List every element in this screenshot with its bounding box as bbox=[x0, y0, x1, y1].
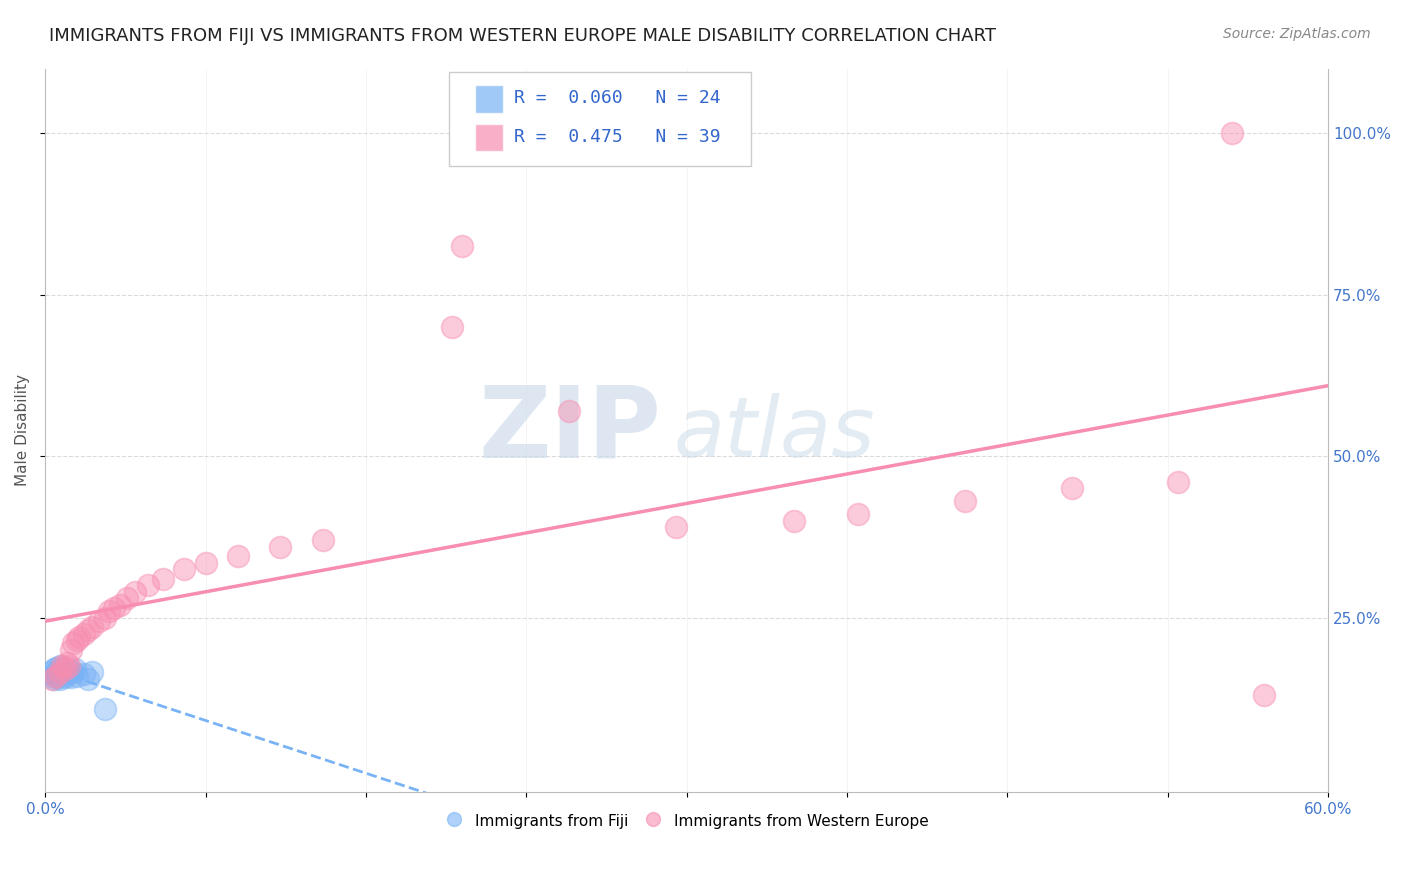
Point bbox=[45, 670, 67, 684]
Point bbox=[41, 669, 63, 683]
Point bbox=[38, 665, 60, 680]
Point bbox=[42, 672, 65, 686]
Point bbox=[312, 533, 335, 547]
Point bbox=[55, 667, 77, 681]
Point bbox=[108, 598, 131, 612]
Text: R =  0.475   N = 39: R = 0.475 N = 39 bbox=[513, 128, 720, 145]
Point bbox=[98, 604, 121, 618]
Point bbox=[49, 659, 72, 673]
Point bbox=[58, 659, 80, 673]
Point bbox=[53, 662, 76, 676]
Point bbox=[451, 239, 474, 253]
Point bbox=[53, 661, 76, 675]
Point bbox=[45, 661, 67, 675]
Point bbox=[226, 549, 249, 564]
FancyBboxPatch shape bbox=[450, 72, 751, 166]
Point bbox=[66, 669, 89, 683]
FancyBboxPatch shape bbox=[475, 123, 503, 151]
Point bbox=[846, 507, 869, 521]
Text: IMMIGRANTS FROM FIJI VS IMMIGRANTS FROM WESTERN EUROPE MALE DISABILITY CORRELATI: IMMIGRANTS FROM FIJI VS IMMIGRANTS FROM … bbox=[49, 27, 997, 45]
Point bbox=[59, 670, 82, 684]
Point bbox=[173, 562, 195, 576]
Point bbox=[1220, 126, 1243, 140]
Point bbox=[45, 669, 67, 683]
Point bbox=[94, 610, 117, 624]
Text: Source: ZipAtlas.com: Source: ZipAtlas.com bbox=[1223, 27, 1371, 41]
Point bbox=[1060, 482, 1083, 496]
FancyBboxPatch shape bbox=[475, 86, 503, 112]
Point bbox=[66, 633, 89, 648]
Point bbox=[51, 665, 73, 680]
Point bbox=[440, 319, 463, 334]
Point bbox=[49, 672, 72, 686]
Text: atlas: atlas bbox=[673, 393, 876, 475]
Point bbox=[69, 630, 91, 644]
Point bbox=[87, 614, 110, 628]
Point bbox=[59, 643, 82, 657]
Legend: Immigrants from Fiji, Immigrants from Western Europe: Immigrants from Fiji, Immigrants from We… bbox=[439, 806, 935, 835]
Point bbox=[73, 667, 96, 681]
Point bbox=[1167, 475, 1189, 489]
Point bbox=[53, 670, 76, 684]
Point bbox=[41, 672, 63, 686]
Point bbox=[58, 664, 80, 678]
Point bbox=[152, 572, 174, 586]
Point bbox=[63, 662, 86, 676]
Point bbox=[953, 494, 976, 508]
Point bbox=[1253, 688, 1275, 702]
Text: R =  0.060   N = 24: R = 0.060 N = 24 bbox=[513, 88, 720, 107]
Point bbox=[136, 578, 159, 592]
Point bbox=[49, 665, 72, 680]
Point bbox=[46, 664, 69, 678]
Point bbox=[51, 669, 73, 683]
Point bbox=[558, 404, 581, 418]
Point bbox=[77, 624, 100, 638]
Point bbox=[94, 702, 117, 716]
Point bbox=[124, 584, 146, 599]
Point bbox=[103, 600, 125, 615]
Point bbox=[51, 659, 73, 673]
Point bbox=[269, 540, 291, 554]
Point bbox=[115, 591, 138, 606]
Y-axis label: Male Disability: Male Disability bbox=[15, 375, 30, 486]
Point bbox=[194, 556, 217, 570]
Point bbox=[55, 656, 77, 670]
Point bbox=[73, 626, 96, 640]
Point bbox=[782, 514, 804, 528]
Point bbox=[42, 662, 65, 676]
Point bbox=[82, 665, 104, 680]
Point bbox=[62, 636, 84, 650]
Point bbox=[62, 665, 84, 680]
Point bbox=[665, 520, 688, 534]
Point bbox=[77, 672, 100, 686]
Point bbox=[46, 667, 69, 681]
Text: ZIP: ZIP bbox=[478, 382, 661, 479]
Point bbox=[82, 620, 104, 634]
